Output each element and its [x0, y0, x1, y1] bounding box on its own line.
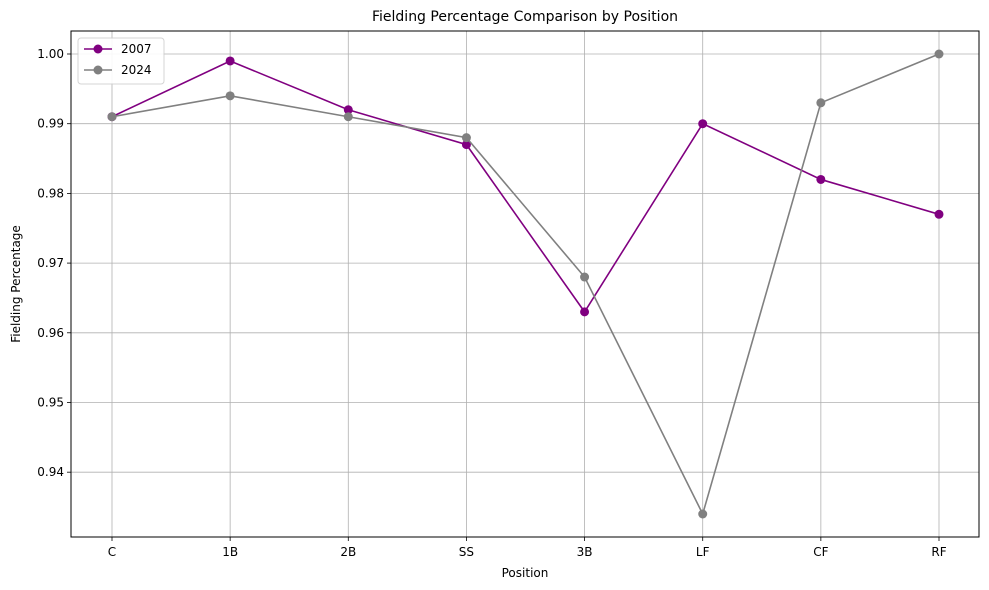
x-tick-label: LF — [696, 545, 710, 559]
data-point — [816, 174, 826, 184]
x-tick-label: 3B — [577, 545, 593, 559]
series-layer — [107, 49, 944, 519]
legend-marker — [93, 44, 103, 54]
y-axis-label: Fielding Percentage — [9, 225, 23, 343]
data-point — [580, 307, 590, 317]
data-point — [934, 49, 944, 59]
grid-lines — [71, 31, 979, 537]
tick-layer: C 1B 2B SS 3B LF CF RF 0.94 0.95 0.96 0.97 0.98 0.99 1… — [37, 47, 946, 559]
series-line-2007 — [111, 60, 940, 314]
x-tick-label: C — [108, 545, 116, 559]
data-point — [343, 105, 353, 115]
legend-item-2024: 2024 — [84, 63, 152, 77]
data-point — [580, 272, 590, 282]
data-point — [461, 140, 471, 150]
legend: 2007 2024 — [77, 37, 165, 85]
data-point — [225, 56, 235, 66]
series-line-2024 — [111, 53, 940, 517]
data-point — [934, 209, 944, 219]
y-tick-label: 0.95 — [37, 395, 64, 409]
x-tick-label: RF — [931, 545, 946, 559]
legend-label: 2007 — [121, 42, 152, 56]
plot-frame — [70, 30, 980, 538]
y-tick-label: 0.96 — [37, 326, 64, 340]
x-axis-label: Position — [502, 566, 549, 580]
data-point — [107, 112, 117, 122]
x-tick-label: 2B — [340, 545, 356, 559]
data-point — [225, 91, 235, 101]
x-tick-label: CF — [813, 545, 828, 559]
data-point — [816, 98, 826, 108]
y-tick-label: 0.98 — [37, 186, 64, 200]
y-tick-label: 0.94 — [37, 465, 64, 479]
x-tick-label: 1B — [222, 545, 238, 559]
legend-item-2007: 2007 — [84, 42, 152, 56]
y-tick-label: 0.99 — [37, 117, 64, 131]
y-tick-label: 0.97 — [37, 256, 64, 270]
x-tick-label: SS — [459, 545, 474, 559]
legend-marker — [93, 65, 103, 75]
legend-label: 2024 — [121, 63, 152, 77]
data-point — [461, 133, 471, 143]
series-2024 — [107, 49, 944, 519]
data-point — [698, 119, 708, 129]
chart-title: Fielding Percentage Comparison by Positi… — [372, 9, 678, 25]
data-point — [698, 509, 708, 519]
data-point — [343, 112, 353, 122]
y-tick-label: 1.00 — [37, 47, 64, 61]
